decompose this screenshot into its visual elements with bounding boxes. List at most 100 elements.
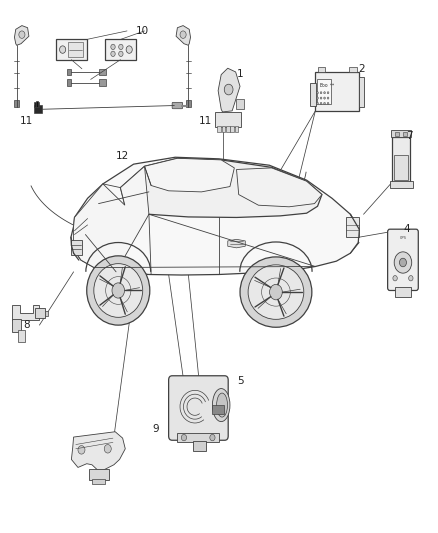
Bar: [318, 67, 325, 72]
FancyBboxPatch shape: [388, 229, 418, 290]
Text: Boo: Boo: [320, 83, 328, 88]
Circle shape: [399, 258, 406, 266]
Circle shape: [327, 97, 329, 99]
Bar: [390, 181, 413, 188]
Bar: [105, 39, 136, 60]
Circle shape: [126, 46, 132, 53]
FancyBboxPatch shape: [169, 376, 228, 440]
Bar: [99, 79, 106, 86]
Circle shape: [19, 31, 25, 38]
Text: 1: 1: [237, 69, 244, 78]
Polygon shape: [228, 239, 245, 248]
Bar: [34, 105, 42, 113]
Circle shape: [393, 276, 397, 281]
Bar: [35, 308, 45, 318]
Bar: [12, 319, 21, 332]
Ellipse shape: [212, 389, 230, 422]
Bar: [67, 69, 71, 75]
Bar: [222, 126, 225, 132]
Text: 7: 7: [406, 131, 413, 141]
Bar: [34, 102, 39, 107]
Bar: [403, 132, 407, 136]
Bar: [71, 240, 82, 255]
Bar: [230, 126, 234, 132]
Circle shape: [269, 284, 283, 300]
Bar: [18, 330, 25, 342]
Circle shape: [320, 92, 322, 94]
Polygon shape: [218, 68, 240, 112]
Polygon shape: [12, 305, 39, 320]
Polygon shape: [71, 432, 125, 470]
Polygon shape: [14, 26, 29, 45]
Bar: [217, 126, 221, 132]
Bar: [67, 79, 71, 86]
Circle shape: [327, 92, 329, 94]
Bar: [193, 441, 206, 451]
Bar: [349, 67, 357, 72]
Ellipse shape: [216, 393, 228, 417]
Bar: [56, 39, 87, 60]
Bar: [395, 287, 411, 297]
Circle shape: [320, 102, 322, 104]
Circle shape: [78, 446, 85, 454]
Bar: [89, 469, 109, 480]
Bar: [212, 405, 224, 414]
Bar: [14, 100, 19, 107]
Polygon shape: [176, 26, 191, 45]
Circle shape: [317, 92, 318, 94]
Bar: [186, 100, 191, 107]
Text: $\leftrightarrow$: $\leftrightarrow$: [329, 82, 336, 88]
Circle shape: [180, 31, 186, 38]
Circle shape: [224, 84, 233, 95]
Ellipse shape: [87, 256, 150, 325]
Bar: [99, 69, 106, 75]
Bar: [92, 479, 105, 484]
Text: 2: 2: [358, 64, 365, 74]
Circle shape: [324, 92, 325, 94]
Bar: [391, 130, 411, 137]
Circle shape: [394, 252, 412, 273]
Bar: [45, 311, 48, 316]
Polygon shape: [145, 158, 234, 192]
Polygon shape: [71, 157, 359, 275]
Text: 9: 9: [152, 424, 159, 434]
Bar: [394, 155, 408, 180]
Circle shape: [210, 434, 215, 441]
Circle shape: [112, 283, 124, 298]
Circle shape: [104, 445, 111, 453]
Circle shape: [409, 276, 413, 281]
Bar: [226, 126, 230, 132]
Ellipse shape: [94, 264, 143, 317]
Bar: [315, 72, 359, 111]
Text: 5: 5: [237, 376, 244, 386]
Circle shape: [320, 97, 322, 99]
Polygon shape: [74, 166, 149, 272]
Circle shape: [111, 51, 115, 56]
Text: 11: 11: [20, 116, 33, 126]
Ellipse shape: [240, 257, 312, 327]
Text: 11: 11: [198, 116, 212, 126]
Text: 8: 8: [23, 320, 30, 330]
Bar: [235, 126, 238, 132]
Circle shape: [60, 46, 66, 53]
Circle shape: [317, 97, 318, 99]
Polygon shape: [120, 158, 322, 217]
Bar: [68, 42, 83, 57]
Bar: [36, 101, 38, 107]
Text: 10: 10: [136, 26, 149, 36]
Bar: [359, 77, 364, 107]
Circle shape: [119, 51, 123, 56]
Bar: [395, 132, 399, 136]
Bar: [236, 99, 244, 109]
Circle shape: [324, 97, 325, 99]
Circle shape: [317, 102, 318, 104]
Circle shape: [181, 434, 187, 441]
Bar: [346, 217, 359, 237]
Circle shape: [327, 102, 329, 104]
Text: 4: 4: [403, 224, 410, 234]
Text: OPS: OPS: [399, 236, 406, 240]
Polygon shape: [237, 168, 322, 207]
Circle shape: [324, 102, 325, 104]
Circle shape: [119, 44, 123, 50]
Ellipse shape: [248, 265, 304, 319]
